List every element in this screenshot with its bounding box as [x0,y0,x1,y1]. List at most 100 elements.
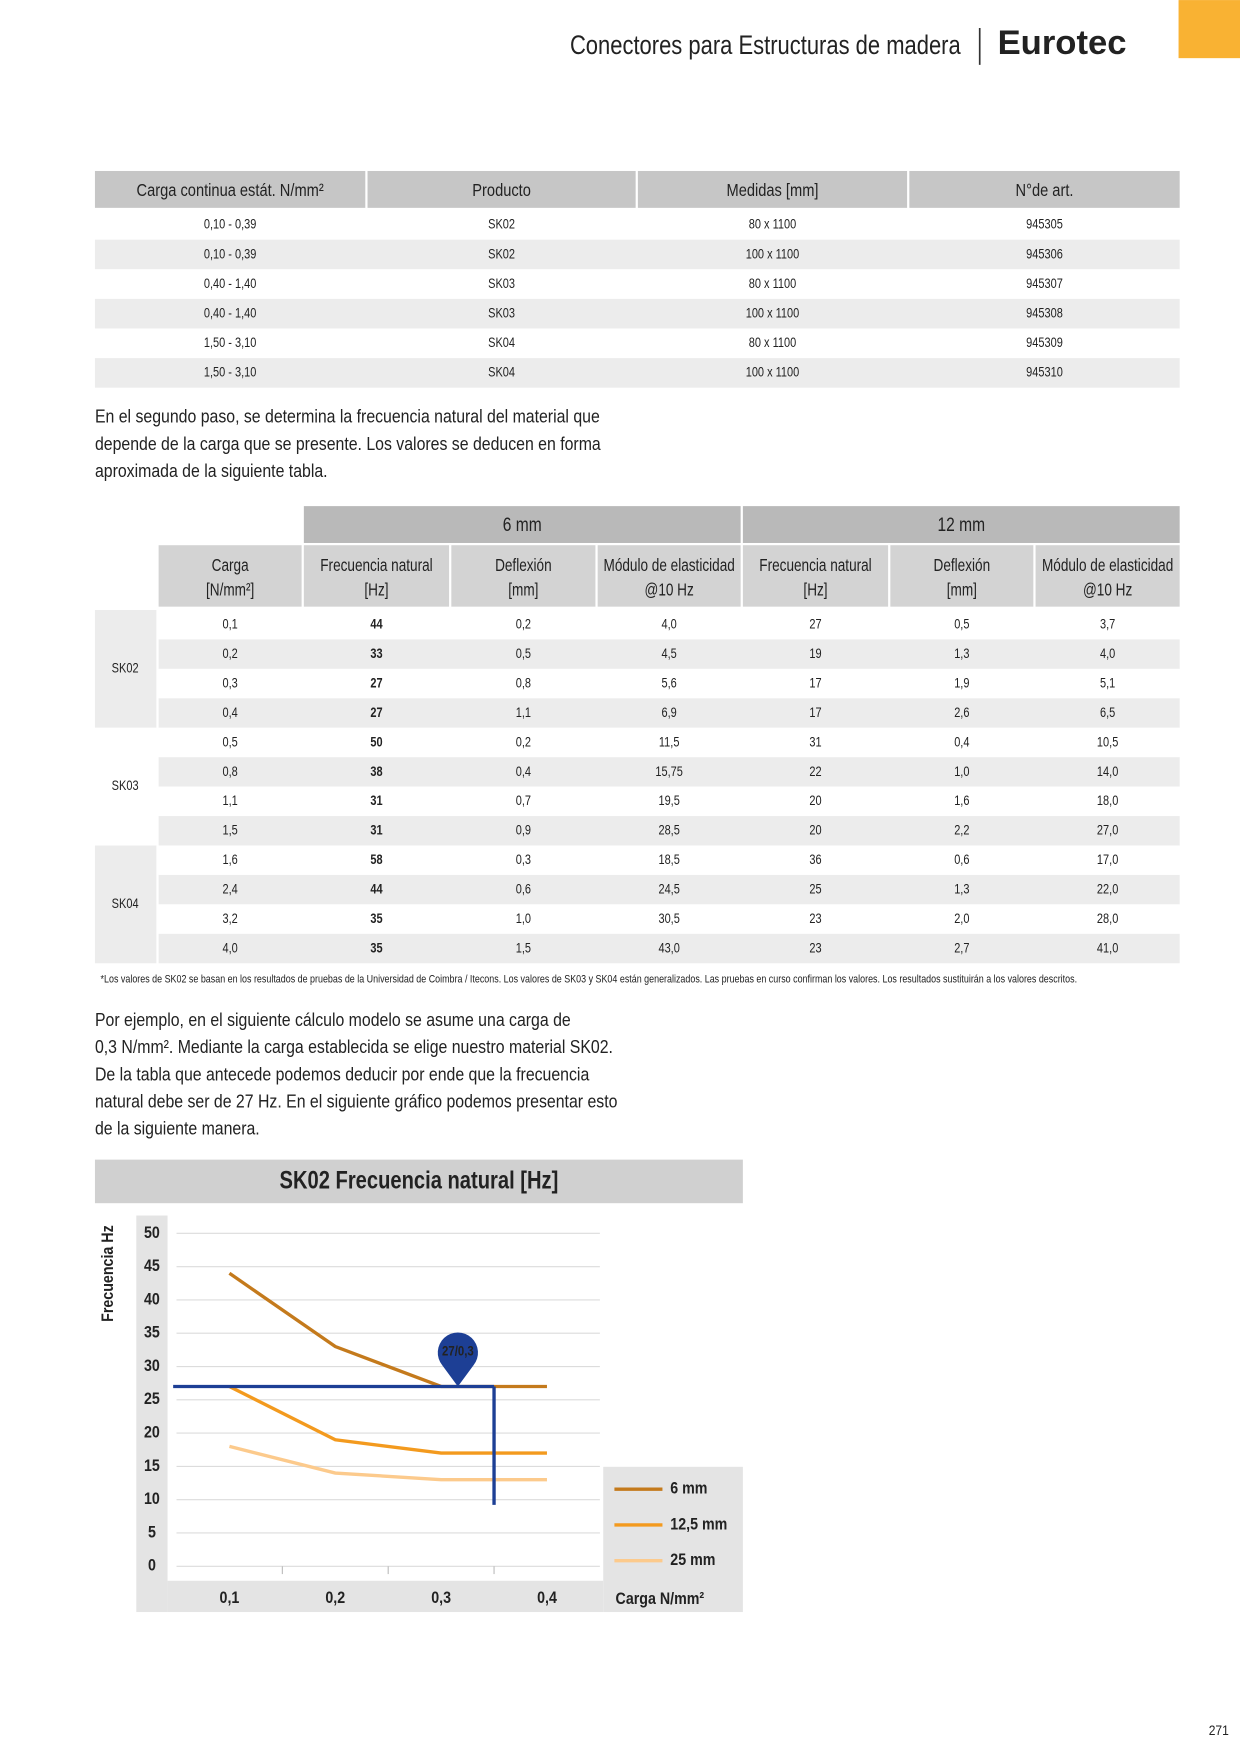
table-cell: 80 x 1100 [749,217,797,232]
table-cell: 2,6 [954,705,969,720]
body-text: De la tabla que antecede podemos deducir… [95,1063,590,1084]
table-header-cell [94,170,366,208]
table-cell: 0,7 [516,793,531,808]
table-cell: 1,9 [954,675,969,690]
table-cell: 35 [370,940,382,955]
table-cell: 19,5 [658,793,680,808]
table-cell: 27,0 [1097,823,1119,838]
table-cell: 31 [809,734,821,749]
table-cell: 100 x 1100 [746,305,800,320]
table-cell: 19 [809,646,821,661]
y-tick-label: 10 [144,1490,160,1508]
table-cell: 36 [809,852,821,867]
table-cell: 6,9 [662,705,677,720]
table-row [158,668,1180,699]
table-row [94,269,1180,299]
table-cell: 5,6 [662,675,677,690]
body-text: de la siguiente manera. [95,1117,260,1138]
y-tick-label: 25 [144,1390,160,1408]
table-cell: 0,4 [222,705,237,720]
table-cell: 20 [809,793,821,808]
table-cell: 23 [809,940,821,955]
table-cell: 0,6 [516,882,531,897]
table-row [158,786,1180,817]
table-cell: 0,4 [516,764,531,779]
table-cell: 3,7 [1100,617,1115,632]
x-tick-label: 0,4 [537,1589,557,1607]
table-cell: 17 [809,705,821,720]
table-cell: 31 [370,823,382,838]
table-cell: 945310 [1026,365,1063,380]
table-header-text: Producto [472,180,531,200]
table-cell: 2,4 [222,882,237,897]
table-cell: 945307 [1026,276,1063,291]
table-cell: 0,3 [516,852,531,867]
x-tick-label: 0,3 [431,1589,451,1607]
y-tick-label: 40 [144,1290,160,1308]
table-cell: 1,50 - 3,10 [204,365,257,380]
table-row [158,727,1180,758]
column-header-cell [742,545,889,607]
body-text: 0,3 N/mm². Mediante la carga establecida… [95,1036,613,1057]
table-row [94,239,1180,270]
table-cell: 43,0 [658,940,680,955]
column-header-cell [158,545,302,607]
product-label: SK02 [112,660,139,675]
group-header-text: 6 mm [503,514,542,536]
column-header-cell [597,545,741,607]
table-cell: 23 [809,911,821,926]
table-cell: 1,6 [222,852,237,867]
column-header-text: Deflexión [934,557,991,576]
x-axis-label: Carga N/mm² [616,1590,705,1608]
table-cell: 0,1 [222,617,237,632]
table-cell: 0,5 [222,734,237,749]
x-tick-label: 0,2 [325,1589,345,1607]
table-cell: 80 x 1100 [749,276,797,291]
table-cell: 4,0 [1100,646,1115,661]
column-header-text: [mm] [508,581,538,600]
table-cell: 18,5 [658,852,680,867]
table-cell: 44 [370,882,382,897]
column-header-text: Módulo de elasticidad [604,557,735,576]
table-cell: 1,5 [222,823,237,838]
table-cell: 30,5 [658,911,680,926]
product-label: SK03 [112,778,139,793]
y-tick-label: 20 [144,1424,160,1442]
y-tick-label: 15 [144,1457,160,1475]
table-cell: 58 [370,852,382,867]
table-header-cell [367,170,636,208]
table-cell: 27 [370,705,382,720]
table-header-text: N°de art. [1016,180,1074,200]
table-cell: 0,9 [516,823,531,838]
y-tick-label: 5 [148,1523,156,1541]
column-header-cell [451,545,596,607]
table-cell: 0,2 [516,734,531,749]
table-cell: 4,5 [662,646,677,661]
table-header-cell [637,170,908,208]
table-cell: 945306 [1026,246,1063,261]
group-header-cell [742,506,1180,543]
body-text: En el segundo paso, se determina la frec… [95,406,600,427]
table-row [158,816,1180,846]
table-cell: 0,4 [954,734,969,749]
table-cell: 18,0 [1097,793,1119,808]
table-row [158,610,1180,640]
body-text: aproximada de la siguiente tabla. [95,460,328,481]
table-cell: 28,5 [658,823,680,838]
footnote: *Los valores de SK02 se basan en los res… [101,974,1078,986]
table-cell: 25 [809,882,821,897]
table-cell: 15,75 [655,764,683,779]
table-cell: 27 [809,617,821,632]
body-text: Por ejemplo, en el siguiente cálculo mod… [95,1009,571,1030]
column-header-text: Deflexión [495,557,552,576]
table-cell: SK03 [488,305,515,320]
legend-label: 12,5 mm [670,1515,727,1533]
table-row [158,874,1180,905]
body-text: natural debe ser de 27 Hz. En el siguien… [95,1090,617,1111]
column-header-cell [1035,545,1180,607]
column-header-text: Carga [212,557,249,576]
table-cell: 38 [370,764,382,779]
table-cell: 1,1 [516,705,531,720]
product-cell [94,610,157,728]
table-cell: 1,0 [516,911,531,926]
